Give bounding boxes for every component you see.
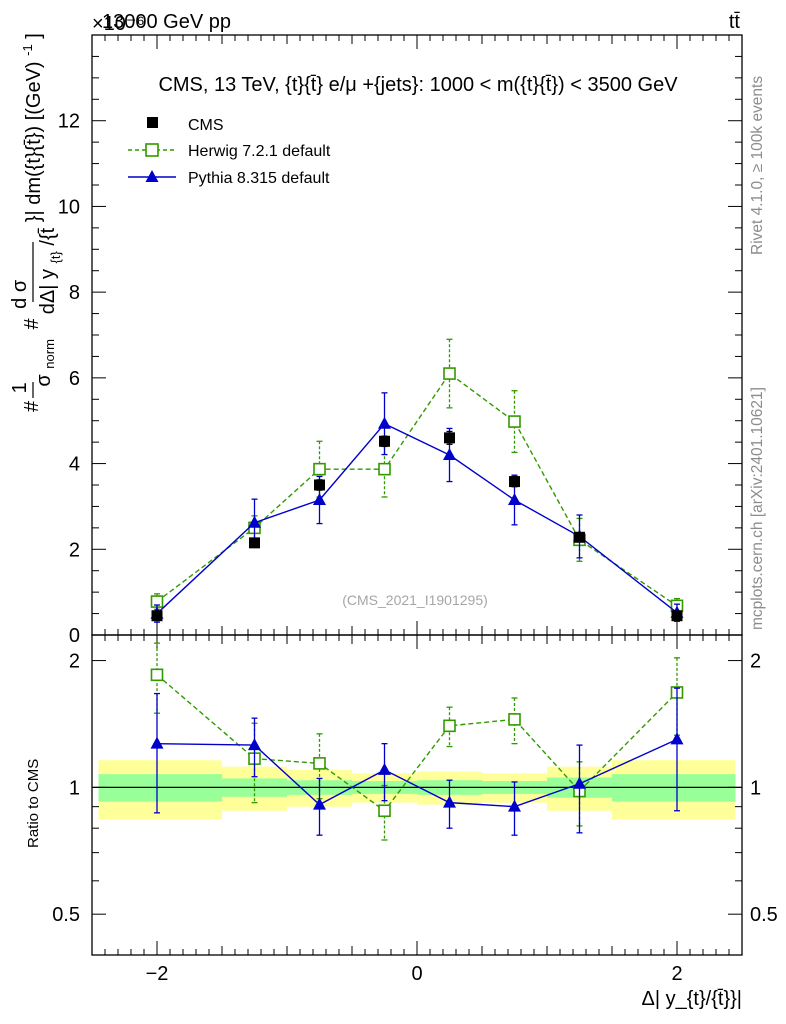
cms-marker	[314, 479, 325, 491]
herwig-ratio-marker	[508, 713, 521, 726]
ylabel-sub-t: {t}	[48, 250, 63, 263]
ylabel-one: 1	[9, 382, 31, 393]
pythia-marker	[313, 493, 326, 505]
top-axes: 0 2 4 6 8 10 12	[58, 34, 743, 647]
y-axis-label-top: # 1 σ norm # d σ dΔ| y {t} /{t̄ }| dm({t…	[9, 33, 65, 412]
top-panel: CMS, 13 TeV, {t}{t̄} e/μ +{jets}: 1000 <…	[58, 34, 743, 647]
legend: CMS Herwig 7.2.1 default Pythia 8.315 de…	[128, 117, 331, 187]
pythia-ratio-marker	[670, 732, 684, 745]
ylabel-ddelta: dΔ| y	[37, 269, 59, 314]
x-axis-label: Δ| y_{t}/{t̄}}|	[642, 988, 743, 1010]
herwig-ratio-marker	[443, 719, 456, 733]
ylabel-slash: /{t̄	[37, 227, 59, 245]
top-data	[150, 338, 684, 623]
herwig-marker	[313, 462, 326, 476]
y-tick-label-top: 0	[69, 625, 80, 647]
ylabel-norm: norm	[42, 339, 57, 369]
legend-marker-cms	[147, 117, 158, 128]
legend-marker-pythia	[145, 170, 159, 182]
pythia-marker	[443, 448, 456, 460]
y-tick-label-bottom-right: 2	[750, 651, 761, 673]
plot-title: CMS, 13 TeV, {t}{t̄} e/μ +{jets}: 1000 <…	[158, 74, 678, 96]
cms-marker	[509, 476, 520, 488]
pythia-ratio-line	[156, 738, 678, 808]
herwig-marker	[443, 367, 456, 380]
exponent-label: ×10⁻⁶	[92, 13, 145, 35]
y-tick-label-bottom: 1	[69, 777, 80, 799]
pythia-ratio-marker	[443, 795, 456, 808]
cms-marker	[574, 531, 585, 543]
ylabel-rest: }| dm({t}{t̄}) [(GeV)	[23, 61, 45, 222]
pythia-marker	[248, 515, 261, 528]
x-tick-label: 0	[411, 963, 422, 985]
cms-marker	[671, 610, 683, 622]
pythia-ratio-marker	[150, 736, 164, 749]
y-tick-label-bottom-right: 1	[750, 777, 761, 799]
ylabel-sigma: σ	[33, 374, 55, 387]
ylabel-hash1: #	[21, 400, 43, 412]
y-axis-label-bottom: Ratio to CMS	[25, 759, 42, 848]
bottom-axes: −2 0 2 0.5 0.5 1 1 2 2	[52, 635, 778, 985]
y-tick-label-top: 8	[69, 282, 80, 304]
pythia-marker	[508, 493, 521, 505]
herwig-line	[156, 372, 678, 607]
pythia-ratio-marker	[248, 738, 261, 751]
pythia-ratio-marker	[313, 797, 326, 810]
svg-text:# 1 σ norm: # 1 σ norm # d σ dΔ| y {t} /{t̄ }| dm({t…	[9, 33, 65, 412]
y-tick-label-top: 6	[69, 368, 80, 390]
pythia-line	[156, 422, 678, 615]
rivet-label: Rivet 4.1.0, ≥ 100k events	[749, 76, 766, 255]
pythia-ratio-marker	[573, 776, 586, 789]
herwig-marker	[378, 462, 391, 476]
herwig-ratio-line	[156, 674, 678, 812]
y-tick-label-bottom: 0.5	[52, 904, 80, 926]
legend-label-herwig: Herwig 7.2.1 default	[188, 143, 331, 160]
ylabel-hash2: #	[21, 318, 43, 330]
y-tick-label-bottom: 2	[69, 651, 80, 673]
herwig-ratio-marker	[150, 668, 164, 682]
bottom-panel: −2 0 2 0.5 0.5 1 1 2 2 Ratio to CMS	[25, 634, 778, 985]
y-tick-label-top: 2	[69, 539, 80, 561]
pythia-marker	[378, 416, 391, 429]
cms-marker	[379, 435, 390, 447]
ylabel-dsigma: d σ	[9, 279, 31, 309]
x-tick-label: 2	[671, 963, 682, 985]
process-label: tt̄	[729, 11, 741, 33]
legend-label-pythia: Pythia 8.315 default	[188, 170, 330, 187]
y-tick-label-top: 10	[58, 196, 80, 218]
herwig-ratio-marker	[378, 804, 391, 818]
ylabel-close: ]	[23, 33, 45, 39]
legend-label-cms: CMS	[188, 117, 224, 134]
y-tick-label-bottom-right: 0.5	[750, 904, 778, 926]
uncertainty-bands	[92, 760, 742, 820]
y-tick-label-top: 4	[69, 454, 80, 476]
ylabel-exp: -1	[20, 44, 35, 56]
herwig-marker	[508, 415, 521, 428]
y-tick-label-top: 12	[58, 111, 80, 133]
legend-marker-herwig	[145, 143, 159, 157]
pythia-ratio-marker	[508, 799, 521, 812]
cms-marker	[249, 537, 260, 549]
mcplots-label: mcplots.cern.ch [arXiv:2401.10621]	[749, 387, 766, 630]
cms-marker	[151, 610, 163, 622]
cms-marker	[444, 432, 455, 444]
bottom-data	[150, 642, 684, 841]
energy-label: 13000 GeV pp	[102, 11, 231, 33]
x-axis-label-text: Δ| y_{t}/{t̄}}|	[642, 988, 743, 1010]
analysis-id: (CMS_2021_I1901295)	[342, 592, 488, 608]
pythia-ratio-marker	[378, 762, 391, 775]
herwig-ratio-marker	[313, 757, 326, 770]
x-tick-label: −2	[146, 963, 169, 985]
